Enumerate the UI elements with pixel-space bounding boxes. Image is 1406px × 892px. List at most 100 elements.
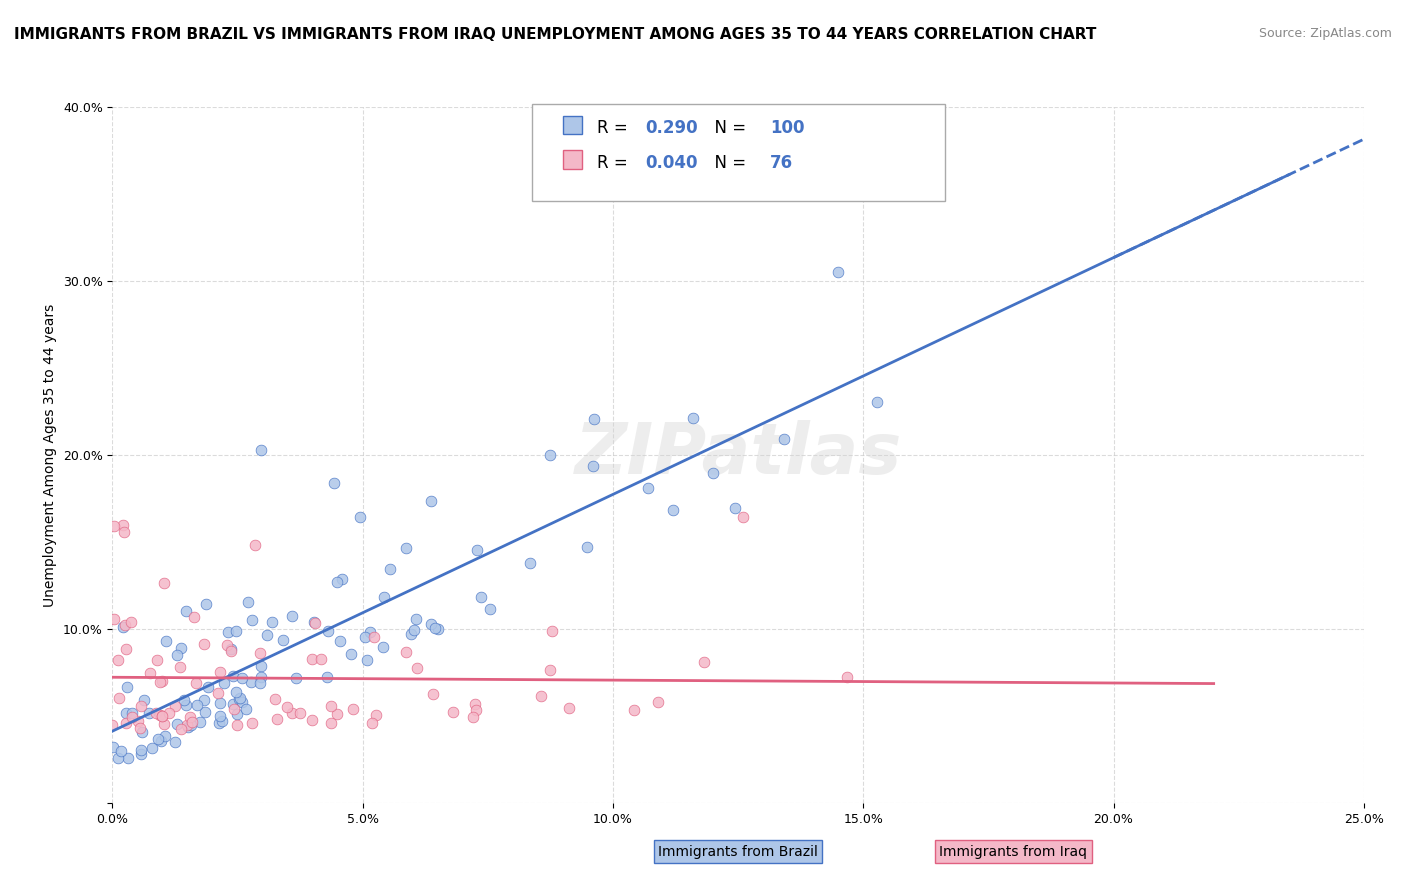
Point (212, 675, 235, 690)
Point (217, 625, 239, 640)
Point (225, 684, 247, 698)
Point (360, 716, 382, 731)
Point (380, 562, 402, 576)
Point (152, 576, 174, 591)
Point (394, 541, 416, 556)
Text: Immigrants from Iraq: Immigrants from Iraq (939, 845, 1087, 858)
Point (222, 702, 245, 716)
Point (173, 692, 195, 706)
Point (197, 681, 219, 695)
Point (138, 665, 160, 680)
Point (149, 708, 172, 723)
Point (301, 652, 323, 666)
Point (256, 628, 278, 642)
Point (538, 663, 561, 677)
Point (240, 716, 263, 731)
Point (229, 691, 252, 706)
Point (865, 394, 887, 409)
Point (702, 466, 724, 480)
Point (479, 602, 502, 616)
Point (115, 706, 138, 721)
Point (240, 674, 263, 689)
Point (309, 651, 332, 665)
Point (107, 653, 129, 667)
Point (363, 630, 385, 644)
Point (150, 673, 173, 688)
Point (425, 621, 447, 635)
Point (288, 706, 311, 720)
Point (208, 716, 231, 731)
Point (519, 556, 541, 570)
Point (402, 624, 425, 638)
Point (169, 660, 191, 674)
Point (177, 720, 200, 734)
Point (107, 751, 129, 765)
Point (356, 652, 378, 666)
Point (427, 622, 450, 636)
Point (129, 721, 152, 735)
Point (153, 717, 176, 731)
Point (150, 709, 173, 723)
Point (155, 633, 177, 648)
Point (103, 612, 125, 626)
Point (226, 717, 249, 731)
Point (170, 722, 193, 736)
Point (243, 538, 266, 552)
Point (329, 633, 352, 648)
Point (211, 714, 233, 728)
Point (131, 725, 153, 739)
Point (225, 624, 247, 638)
Point (354, 631, 377, 645)
Point (183, 610, 205, 624)
Point (250, 443, 273, 458)
Point (249, 676, 271, 690)
Point (692, 655, 714, 669)
Point (179, 710, 201, 724)
Point (194, 705, 217, 719)
Point (420, 617, 443, 632)
Point (470, 591, 492, 605)
Point (222, 697, 245, 711)
Point (724, 500, 747, 515)
Point (235, 701, 257, 715)
Text: 76: 76 (770, 153, 793, 171)
Point (148, 732, 170, 747)
Point (222, 669, 245, 683)
Text: ZIPatlas: ZIPatlas (575, 420, 901, 490)
Point (260, 615, 283, 629)
Point (359, 624, 381, 639)
Text: R =: R = (598, 119, 633, 136)
Point (184, 676, 207, 690)
Point (422, 687, 444, 701)
Point (153, 730, 176, 744)
Point (112, 620, 135, 634)
Point (110, 744, 132, 758)
FancyBboxPatch shape (531, 103, 945, 201)
Point (316, 670, 339, 684)
Point (465, 542, 488, 557)
Point (103, 519, 125, 533)
Point (463, 710, 485, 724)
Text: 0.290: 0.290 (645, 119, 697, 136)
Point (538, 448, 561, 462)
Point (662, 503, 685, 517)
Point (208, 708, 231, 723)
Point (837, 670, 859, 684)
Point (249, 646, 271, 660)
Point (207, 686, 229, 700)
Point (165, 734, 187, 748)
Point (827, 265, 849, 279)
Point (215, 638, 238, 652)
Point (304, 615, 326, 630)
Point (101, 718, 124, 732)
Point (326, 706, 349, 721)
Point (129, 742, 152, 756)
Text: Source: ZipAtlas.com: Source: ZipAtlas.com (1258, 27, 1392, 40)
Text: 0.040: 0.040 (645, 153, 697, 171)
Point (149, 734, 172, 748)
Point (276, 700, 298, 714)
Point (250, 659, 273, 673)
Point (193, 692, 215, 706)
Point (285, 671, 308, 685)
Text: N =: N = (703, 119, 751, 136)
